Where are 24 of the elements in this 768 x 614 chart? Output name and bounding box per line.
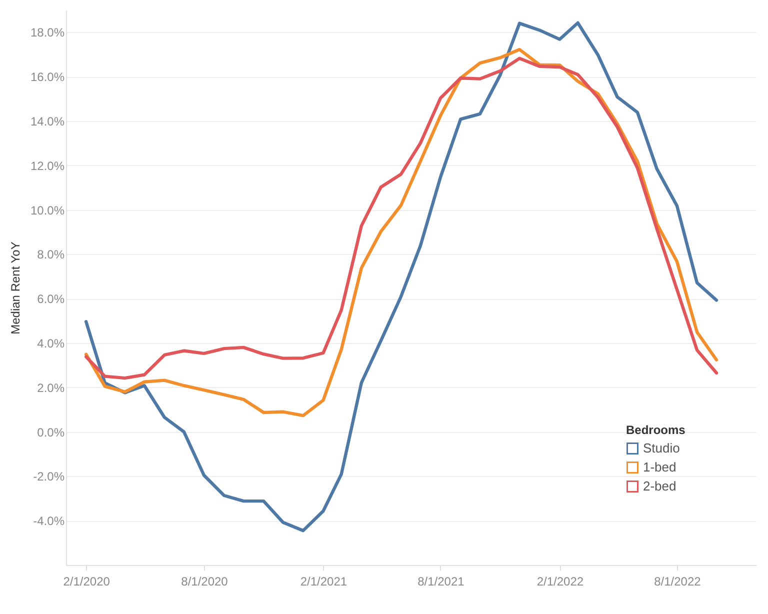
y-axis-title: Median Rent YoY bbox=[8, 242, 22, 334]
legend-label: Studio bbox=[643, 440, 680, 456]
y-tick-label: 4.0% bbox=[37, 336, 65, 350]
y-tick-label: 2.0% bbox=[37, 380, 65, 395]
y-tick-label: 12.0% bbox=[30, 158, 65, 173]
legend-title: Bedrooms bbox=[626, 423, 686, 437]
y-tick-label: 0.0% bbox=[37, 425, 65, 440]
x-tick-label: 2/1/2021 bbox=[300, 574, 348, 588]
y-tick-label: 16.0% bbox=[30, 70, 65, 84]
x-tick-label: 8/1/2022 bbox=[654, 574, 702, 588]
x-tick-label: 2/1/2020 bbox=[63, 574, 110, 588]
y-tick-label: 8.0% bbox=[37, 248, 65, 262]
x-tick-label: 8/1/2020 bbox=[181, 574, 228, 588]
x-tick-label: 8/1/2021 bbox=[418, 574, 465, 588]
y-tick-label: 14.0% bbox=[30, 114, 65, 128]
y-tick-label: -4.0% bbox=[33, 514, 65, 528]
x-tick-label: 2/1/2022 bbox=[536, 574, 584, 588]
y-tick-label: 6.0% bbox=[37, 292, 65, 306]
legend-label: 1-bed bbox=[643, 460, 676, 474]
legend-label: 2-bed bbox=[643, 478, 676, 494]
y-tick-label: 10.0% bbox=[30, 203, 65, 218]
y-tick-label: 18.0% bbox=[30, 26, 65, 40]
y-tick-label: -2.0% bbox=[33, 470, 65, 484]
line-series bbox=[84, 21, 718, 532]
